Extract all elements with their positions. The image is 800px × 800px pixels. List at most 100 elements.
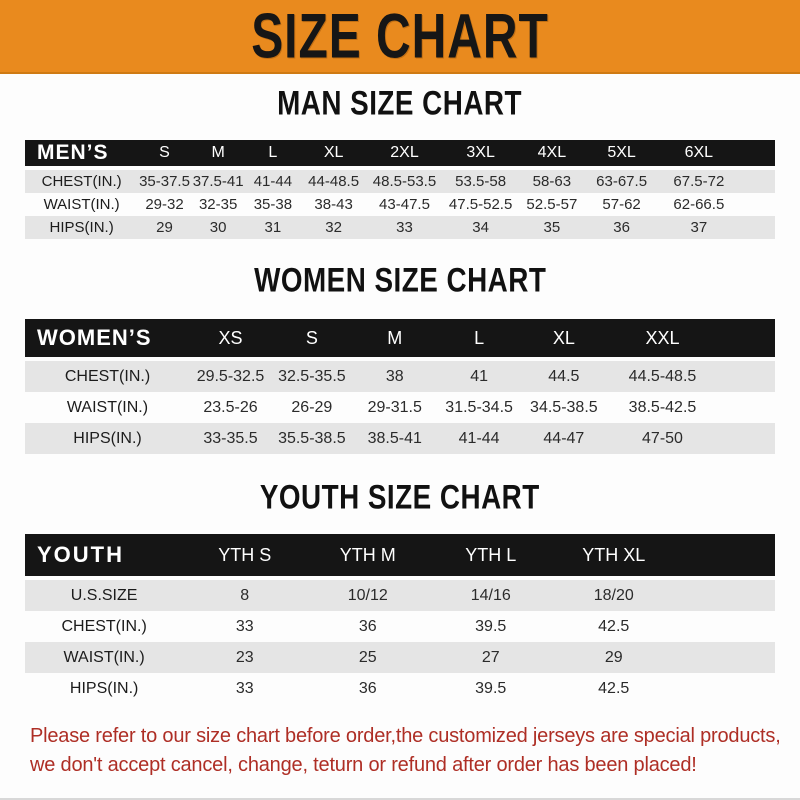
women-table-header-row: WOMEN’S XS S M L XL XXL — [25, 319, 775, 361]
size-value-spacer — [738, 216, 775, 239]
column-header: YTH S — [183, 534, 307, 580]
size-value: 41-44 — [245, 170, 301, 193]
column-header: 2XL — [366, 140, 442, 170]
column-header: XS — [190, 319, 271, 361]
size-value: 27 — [429, 642, 553, 673]
size-value: 38.5-41 — [352, 423, 437, 454]
size-value-spacer — [718, 392, 775, 423]
size-value: 26-29 — [271, 392, 353, 423]
size-value: 39.5 — [429, 673, 553, 704]
size-value: 35.5-38.5 — [271, 423, 353, 454]
size-value: 41 — [436, 361, 522, 392]
table-row-chest: CHEST(IN.) 35-37.5 37.5-41 41-44 44-48.5… — [25, 170, 775, 193]
table-row-chest: CHEST(IN.) 33 36 39.5 42.5 — [25, 611, 775, 642]
size-value: 34 — [441, 216, 520, 239]
table-row-chest: CHEST(IN.) 29.5-32.5 32.5-35.5 38 41 44.… — [25, 361, 775, 392]
size-value: 48.5-53.5 — [366, 170, 442, 193]
size-value: 36 — [306, 611, 430, 642]
size-value: 52.5-57 — [519, 193, 585, 216]
size-value: 29.5-32.5 — [190, 361, 271, 392]
size-value: 35-38 — [245, 193, 301, 216]
size-value: 44-48.5 — [300, 170, 367, 193]
men-table-label: MEN’S — [25, 140, 139, 170]
disclaimer-line-1: Please refer to our size chart before or… — [30, 725, 781, 747]
size-value: 32 — [300, 216, 367, 239]
size-value: 39.5 — [429, 611, 553, 642]
size-value: 8 — [183, 580, 307, 611]
size-value: 53.5-58 — [441, 170, 520, 193]
women-size-table: WOMEN’S XS S M L XL XXL CHEST(IN.) 29.5-… — [25, 319, 775, 454]
size-value: 33 — [183, 611, 307, 642]
size-value: 38-43 — [300, 193, 367, 216]
size-value: 57-62 — [584, 193, 659, 216]
column-header: 3XL — [441, 140, 520, 170]
size-value: 47.5-52.5 — [441, 193, 520, 216]
size-value: 37.5-41 — [190, 170, 246, 193]
size-value: 62-66.5 — [658, 193, 739, 216]
size-value: 41-44 — [436, 423, 522, 454]
column-header: XL — [300, 140, 367, 170]
row-label: WAIST(IN.) — [25, 642, 184, 673]
size-value-spacer — [718, 361, 775, 392]
column-header-spacer — [738, 140, 775, 170]
row-label: WAIST(IN.) — [25, 392, 190, 423]
disclaimer-note: Please refer to our size chart before or… — [0, 722, 800, 780]
size-value-spacer — [675, 580, 775, 611]
size-value: 29-32 — [138, 193, 191, 216]
size-value: 25 — [306, 642, 430, 673]
size-value: 33 — [366, 216, 442, 239]
column-header: S — [138, 140, 191, 170]
women-table-label: WOMEN’S — [25, 319, 190, 361]
column-header: 5XL — [584, 140, 659, 170]
size-value: 47-50 — [606, 423, 719, 454]
column-header: YTH L — [429, 534, 553, 580]
size-value-spacer — [718, 423, 775, 454]
size-value-spacer — [675, 642, 775, 673]
men-size-table: MEN’S S M L XL 2XL 3XL 4XL 5XL 6XL CHEST… — [25, 140, 775, 239]
youth-section-title: YOUTH SIZE CHART — [260, 479, 540, 517]
youth-table-header-row: YOUTH YTH S YTH M YTH L YTH XL — [25, 534, 775, 580]
size-value-spacer — [675, 611, 775, 642]
size-value: 34.5-38.5 — [521, 392, 607, 423]
row-label: CHEST(IN.) — [25, 361, 190, 392]
size-value: 42.5 — [552, 673, 676, 704]
size-value-spacer — [738, 193, 775, 216]
men-section-title: MAN SIZE CHART — [277, 85, 523, 123]
column-header: 4XL — [519, 140, 585, 170]
size-value-spacer — [738, 170, 775, 193]
size-value-spacer — [675, 673, 775, 704]
size-value: 67.5-72 — [658, 170, 739, 193]
row-label: CHEST(IN.) — [25, 611, 184, 642]
size-value: 33 — [183, 673, 307, 704]
size-value: 31 — [245, 216, 301, 239]
column-header: L — [245, 140, 301, 170]
column-header: M — [190, 140, 246, 170]
row-label: HIPS(IN.) — [25, 673, 184, 704]
size-value: 18/20 — [552, 580, 676, 611]
size-value: 23 — [183, 642, 307, 673]
size-value: 58-63 — [519, 170, 585, 193]
bottom-edge-line — [0, 798, 800, 800]
column-header: S — [271, 319, 353, 361]
size-value: 44.5-48.5 — [606, 361, 719, 392]
table-row-us-size: U.S.SIZE 8 10/12 14/16 18/20 — [25, 580, 775, 611]
men-table-header-row: MEN’S S M L XL 2XL 3XL 4XL 5XL 6XL — [25, 140, 775, 170]
size-value: 35 — [519, 216, 585, 239]
size-value: 14/16 — [429, 580, 553, 611]
youth-size-table: YOUTH YTH S YTH M YTH L YTH XL U.S.SIZE … — [25, 534, 775, 704]
size-value: 10/12 — [306, 580, 430, 611]
size-value: 38 — [352, 361, 437, 392]
size-value: 29 — [552, 642, 676, 673]
table-row-waist: WAIST(IN.) 23 25 27 29 — [25, 642, 775, 673]
disclaimer-line-2: we don't accept cancel, change, teturn o… — [30, 754, 697, 776]
size-value: 29-31.5 — [352, 392, 437, 423]
youth-table-label: YOUTH — [25, 534, 184, 580]
size-value: 44-47 — [521, 423, 607, 454]
row-label: WAIST(IN.) — [25, 193, 139, 216]
row-label: U.S.SIZE — [25, 580, 184, 611]
row-label: CHEST(IN.) — [25, 170, 139, 193]
column-header: L — [436, 319, 522, 361]
size-value: 32-35 — [190, 193, 246, 216]
column-header-spacer — [675, 534, 775, 580]
size-value: 44.5 — [521, 361, 607, 392]
